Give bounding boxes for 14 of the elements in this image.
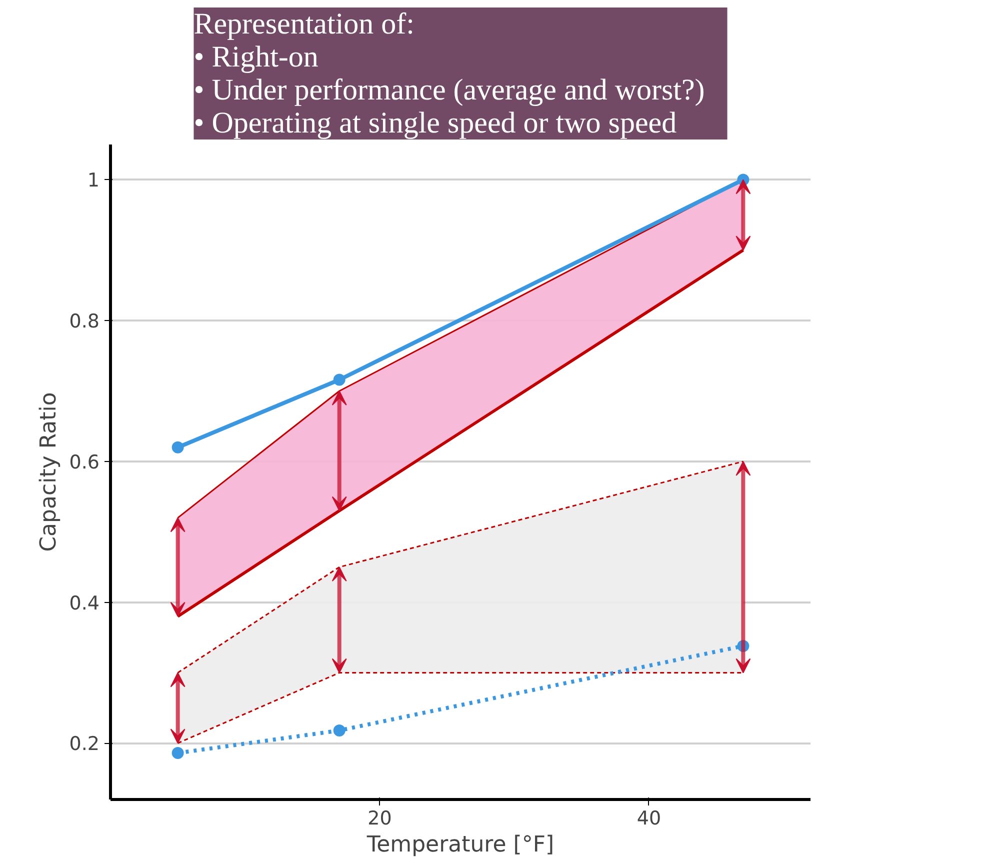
y-tick-label: 0.6 (69, 451, 100, 474)
y-tick-label: 0.4 (69, 592, 100, 614)
point (333, 724, 346, 736)
y-axis-title: Capacity Ratio (36, 392, 62, 552)
y-tick-label: 1 (87, 170, 100, 192)
point (172, 747, 184, 760)
point (333, 374, 346, 386)
chart-title: Representation of: • Right-on • Under performance (average and worst?) • Operating at single speed or two speed (194, 8, 705, 140)
x-tick-label: 20 (368, 808, 392, 830)
x-axis-title: Temperature [°F] (366, 832, 554, 858)
x-tick-label: 40 (636, 808, 662, 830)
y-tick-label: 0.8 (69, 310, 100, 333)
y-tick-label: 0.2 (69, 733, 100, 756)
point (172, 441, 184, 454)
